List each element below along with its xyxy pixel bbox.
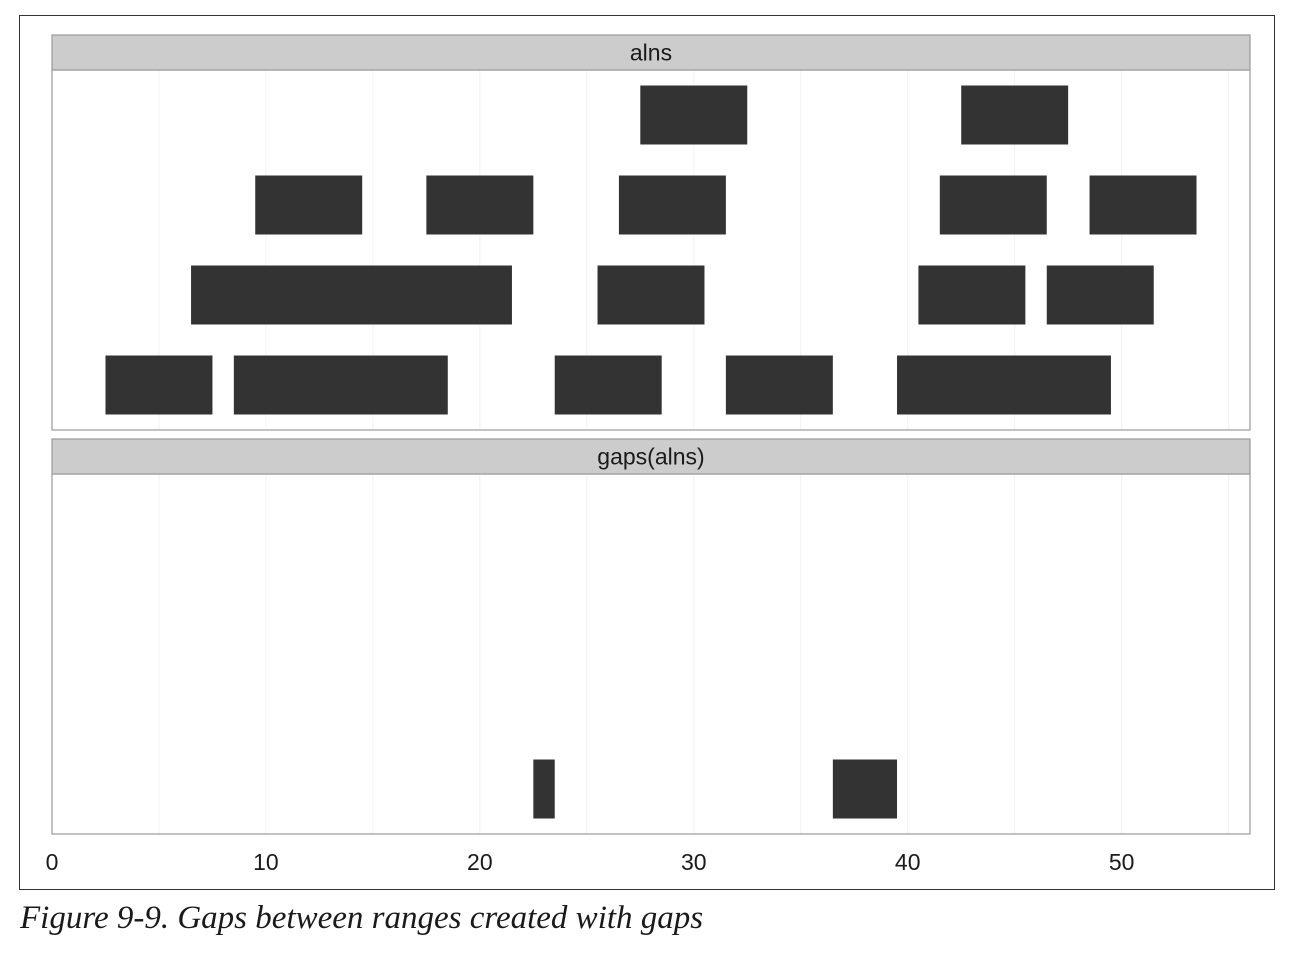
x-tick-label: 10	[253, 849, 279, 875]
figure-caption: Figure 9-9. Gaps between ranges created …	[20, 900, 704, 936]
x-tick-label: 0	[46, 849, 59, 875]
range-bar	[618, 175, 726, 235]
range-bar	[1046, 265, 1154, 325]
x-tick-label: 50	[1109, 849, 1135, 875]
facet-strip-label: alns	[630, 40, 672, 66]
range-bar	[533, 759, 555, 819]
figure-frame: alns gaps(alns) 0 10 20 30 40 50	[19, 15, 1275, 890]
ranges-chart: alns gaps(alns) 0 10 20 30 40 50	[46, 34, 1251, 875]
facet-strip-label: gaps(alns)	[597, 444, 704, 470]
range-bar	[597, 265, 705, 325]
range-bar	[918, 265, 1026, 325]
range-bar	[725, 355, 833, 415]
range-bar	[961, 85, 1069, 145]
x-tick-label: 30	[681, 849, 707, 875]
range-bar	[233, 355, 448, 415]
range-bar	[426, 175, 534, 235]
range-bar	[1089, 175, 1197, 235]
range-bar	[255, 175, 363, 235]
x-tick-label: 40	[895, 849, 921, 875]
range-bar	[554, 355, 662, 415]
panel-1: gaps(alns)	[51, 438, 1251, 835]
x-tick-label: 20	[467, 849, 493, 875]
panel-0: alns	[51, 34, 1251, 431]
facet-strip	[51, 438, 1251, 475]
range-bar	[191, 265, 512, 325]
range-bar	[640, 85, 748, 145]
panel-background	[52, 474, 1250, 834]
range-bar	[897, 355, 1111, 415]
range-bar	[832, 759, 898, 819]
facet-strip	[51, 34, 1251, 71]
range-bar	[939, 175, 1047, 235]
range-bar	[105, 355, 213, 415]
